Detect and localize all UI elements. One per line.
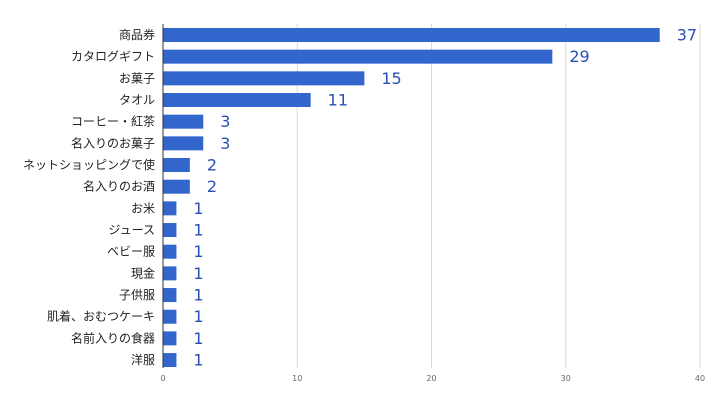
category-label: ネットショッピングで使: [23, 157, 155, 172]
bar: [163, 114, 204, 129]
value-label: 37: [677, 26, 697, 45]
category-label: タオル: [119, 93, 155, 107]
value-label: 15: [381, 69, 401, 88]
value-label: 1: [193, 286, 203, 305]
bar: [163, 28, 660, 42]
category-label: お米: [131, 201, 155, 215]
category-label: ベビー服: [107, 245, 155, 259]
bar: [163, 93, 311, 108]
value-label: 1: [193, 329, 203, 348]
category-label: カタログギフト: [71, 50, 155, 64]
x-tick-label: 20: [426, 374, 436, 383]
value-label: 1: [193, 307, 203, 326]
bars: [163, 28, 660, 368]
category-label: 肌着、おむつケーキ: [47, 309, 155, 324]
bar: [163, 71, 365, 86]
bar: [163, 288, 177, 303]
category-label: 現金: [131, 265, 155, 280]
category-label: 子供服: [119, 288, 155, 302]
category-label: 名入りのお酒: [83, 179, 155, 194]
value-label: 1: [193, 199, 203, 218]
bar: [163, 49, 553, 64]
bar: [163, 136, 204, 151]
x-axis-ticks: 0 10 20 30 40: [160, 374, 705, 383]
value-label: 2: [207, 177, 217, 196]
bar: [163, 244, 177, 259]
value-label: 1: [193, 351, 203, 370]
gridlines: [296, 24, 701, 368]
value-label: 11: [328, 91, 348, 110]
value-label: 1: [193, 242, 203, 261]
x-tick-label: 40: [695, 374, 705, 383]
value-label: 1: [193, 221, 203, 240]
category-label: 名前入りの食器: [71, 330, 155, 345]
category-labels: 商品券カタログギフトお菓子タオルコーヒー・紅茶名入りのお菓子ネットショッピングで…: [23, 27, 155, 367]
category-label: コーヒー・紅茶: [71, 114, 155, 129]
category-label: ジュース: [108, 223, 155, 237]
value-label: 3: [220, 134, 230, 153]
value-label: 1: [193, 264, 203, 283]
x-tick-label: 30: [561, 374, 571, 383]
x-tick-label: 10: [292, 374, 302, 383]
category-label: 商品券: [119, 27, 155, 42]
value-label: 2: [207, 156, 217, 175]
value-label: 3: [220, 112, 230, 131]
category-label: 名入りのお菓子: [71, 135, 155, 150]
bar: [163, 309, 177, 324]
bar: [163, 266, 177, 281]
category-label: お菓子: [119, 71, 155, 85]
value-label: 29: [569, 47, 589, 66]
bar: [163, 179, 190, 194]
bar: [163, 353, 177, 368]
bar: [163, 158, 190, 173]
bar: [163, 223, 177, 238]
x-tick-label: 0: [160, 374, 165, 383]
bar: [163, 331, 177, 346]
bar: [163, 201, 177, 216]
category-label: 洋服: [131, 352, 155, 367]
